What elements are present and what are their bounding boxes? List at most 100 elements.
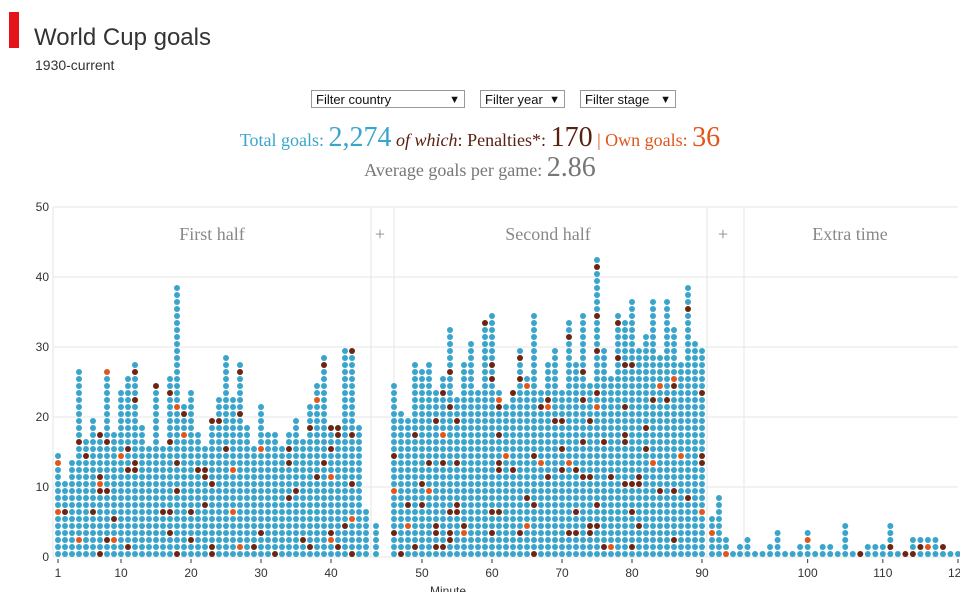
goal-dot bbox=[475, 439, 481, 445]
goal-dot bbox=[230, 509, 236, 515]
goal-dot bbox=[97, 467, 103, 473]
goal-dot bbox=[678, 418, 684, 424]
goal-dot bbox=[293, 425, 299, 431]
goal-dot bbox=[440, 411, 446, 417]
goal-dot bbox=[489, 313, 495, 319]
goal-dot bbox=[587, 509, 593, 515]
goal-dot bbox=[594, 257, 600, 263]
goal-dot bbox=[69, 467, 75, 473]
goal-dot bbox=[545, 516, 551, 522]
filter-stage-select[interactable]: Filter stage ▼ bbox=[580, 90, 676, 108]
goal-dot bbox=[664, 390, 670, 396]
goal-dot bbox=[412, 460, 418, 466]
goal-dot bbox=[608, 495, 614, 501]
goal-dot bbox=[181, 551, 187, 557]
goal-dot bbox=[685, 285, 691, 291]
goal-dot bbox=[531, 516, 537, 522]
goal-dot bbox=[223, 530, 229, 536]
goal-dot bbox=[678, 467, 684, 473]
goal-dot bbox=[349, 523, 355, 529]
goal-dot bbox=[664, 502, 670, 508]
filter-year-select[interactable]: Filter year ▼ bbox=[480, 90, 565, 108]
goal-dot bbox=[650, 411, 656, 417]
goal-dot bbox=[531, 474, 537, 480]
goal-dot bbox=[699, 432, 705, 438]
goal-dot bbox=[643, 355, 649, 361]
goal-dot bbox=[111, 453, 117, 459]
goal-dot bbox=[447, 369, 453, 375]
goal-dot bbox=[538, 544, 544, 550]
goal-dot bbox=[447, 362, 453, 368]
goal-dot bbox=[447, 516, 453, 522]
goal-dot bbox=[146, 530, 152, 536]
goal-dot bbox=[650, 306, 656, 312]
goal-dot bbox=[328, 495, 334, 501]
goal-dot bbox=[531, 502, 537, 508]
goal-dot bbox=[709, 537, 715, 543]
y-tick-label: 50 bbox=[36, 200, 50, 214]
goal-dot bbox=[118, 446, 124, 452]
goal-dot bbox=[664, 460, 670, 466]
goal-dot bbox=[524, 474, 530, 480]
goal-dot bbox=[293, 502, 299, 508]
goal-dot bbox=[454, 551, 460, 557]
goal-dot bbox=[587, 460, 593, 466]
goal-dot bbox=[454, 530, 460, 536]
goal-dot bbox=[629, 523, 635, 529]
goal-dot bbox=[321, 411, 327, 417]
goal-dot bbox=[342, 383, 348, 389]
goal-dot bbox=[405, 488, 411, 494]
goal-dot bbox=[447, 376, 453, 382]
total-goals-label: Total goals: bbox=[239, 130, 325, 150]
goal-dot bbox=[601, 411, 607, 417]
goal-dot bbox=[314, 551, 320, 557]
goal-dot bbox=[132, 481, 138, 487]
goal-dot bbox=[104, 551, 110, 557]
goal-dot bbox=[433, 488, 439, 494]
goal-dot bbox=[615, 313, 621, 319]
goal-dot bbox=[629, 467, 635, 473]
goal-dot bbox=[692, 341, 698, 347]
goal-dot bbox=[524, 425, 530, 431]
goal-dot bbox=[90, 481, 96, 487]
goal-dot bbox=[650, 495, 656, 501]
goal-dot bbox=[615, 544, 621, 550]
goal-dot bbox=[111, 516, 117, 522]
goal-dot bbox=[188, 544, 194, 550]
goal-dot bbox=[433, 495, 439, 501]
goal-dot bbox=[202, 488, 208, 494]
goal-dot bbox=[132, 502, 138, 508]
goal-dot bbox=[426, 523, 432, 529]
goal-dot bbox=[125, 390, 131, 396]
goal-dot bbox=[251, 551, 257, 557]
goal-dot bbox=[587, 516, 593, 522]
goal-dot bbox=[153, 516, 159, 522]
goal-dot bbox=[482, 495, 488, 501]
goal-dot bbox=[391, 509, 397, 515]
goal-dot bbox=[237, 397, 243, 403]
goal-dot bbox=[419, 369, 425, 375]
goal-dot bbox=[524, 544, 530, 550]
goal-dot bbox=[716, 551, 722, 557]
goal-dot bbox=[887, 523, 894, 529]
goal-dot bbox=[524, 537, 530, 543]
goal-dot bbox=[454, 432, 460, 438]
goal-dot bbox=[692, 530, 698, 536]
goal-dot bbox=[517, 481, 523, 487]
goal-dot bbox=[709, 523, 715, 529]
goal-dot bbox=[160, 446, 166, 452]
goal-dot bbox=[475, 523, 481, 529]
goal-dot bbox=[587, 425, 593, 431]
goal-dot bbox=[223, 446, 229, 452]
goal-dot bbox=[454, 467, 460, 473]
goal-dot bbox=[125, 509, 131, 515]
goal-dot bbox=[181, 523, 187, 529]
goal-dot bbox=[545, 411, 551, 417]
filter-country-select[interactable]: Filter country ▼ bbox=[311, 90, 465, 108]
goal-dot bbox=[97, 509, 103, 515]
goal-dot bbox=[216, 516, 222, 522]
goal-dot bbox=[622, 425, 628, 431]
goal-dot bbox=[349, 383, 355, 389]
goal-dot bbox=[188, 551, 194, 557]
goal-dot bbox=[608, 446, 614, 452]
